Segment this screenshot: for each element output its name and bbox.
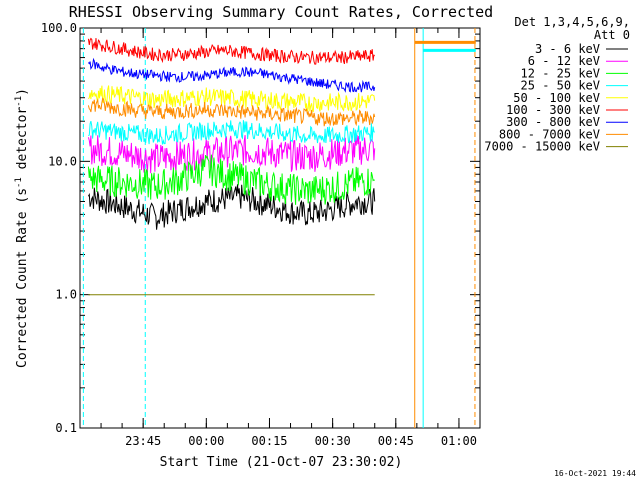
series-layer: [87, 37, 476, 296]
legend-label: 50 - 100 keV: [513, 91, 600, 105]
x-tick-label: 00:00: [188, 434, 224, 448]
series-line: [87, 154, 375, 205]
x-tick-label: 00:15: [251, 434, 287, 448]
y-axis-label-mid: detector: [15, 107, 30, 178]
footer-timestamp: 16-Oct-2021 19:44: [554, 469, 636, 478]
series-line: [88, 120, 376, 145]
x-axis-label: Start Time (21-Oct-07 23:30:02): [160, 455, 403, 470]
vertical-markers: [82, 28, 476, 428]
series-line: [88, 57, 376, 93]
x-tick-label: 00:45: [378, 434, 414, 448]
x-tick-label: 00:30: [315, 434, 351, 448]
y-axis-label-main: Corrected Count Rate (s: [15, 188, 30, 368]
y-axis-label-sup1: -1: [14, 177, 24, 188]
y-tick-label: 0.1: [55, 421, 77, 435]
legend-header-line1: Det 1,3,4,5,6,9,: [514, 15, 630, 29]
legend-label: 25 - 50 keV: [521, 79, 600, 93]
y-tick-label: 100.0: [41, 21, 77, 35]
y-axis-label-sup2: -1: [14, 96, 24, 107]
series-line: [87, 184, 376, 230]
plot-frame: [79, 27, 481, 429]
series-line: [88, 85, 376, 113]
y-tick-label: 1.0: [55, 288, 77, 302]
x-axis: 23:45 00:00 00:15 00:30 00:45 01:00: [79, 28, 481, 448]
y-axis-label: Corrected Count Rate (s-1 detector-1): [14, 88, 30, 368]
series-line: [87, 37, 376, 65]
legend-label: 6 - 12 keV: [528, 54, 600, 68]
legend-label: 7000 - 15000 keV: [484, 140, 600, 154]
series-line: [87, 134, 376, 174]
legend-label: 100 - 300 keV: [506, 103, 600, 117]
plot-area: [79, 27, 481, 429]
legend-label: 3 - 6 keV: [535, 42, 600, 56]
legend-label: 12 - 25 keV: [521, 66, 600, 80]
legend-label: 800 - 7000 keV: [499, 127, 600, 141]
x-tick-label: 23:45: [125, 434, 161, 448]
legend-header-line2: Att 0: [594, 28, 630, 42]
x-tick-label: 01:00: [441, 434, 477, 448]
series-line: [87, 97, 376, 127]
y-axis-label-end: ): [15, 88, 30, 96]
y-tick-label: 10.0: [48, 154, 77, 168]
legend-label: 300 - 800 keV: [506, 115, 600, 129]
y-axis: 100.0 10.0 1.0 0.1: [41, 21, 480, 435]
chart-title: RHESSI Observing Summary Count Rates, Co…: [69, 3, 493, 21]
